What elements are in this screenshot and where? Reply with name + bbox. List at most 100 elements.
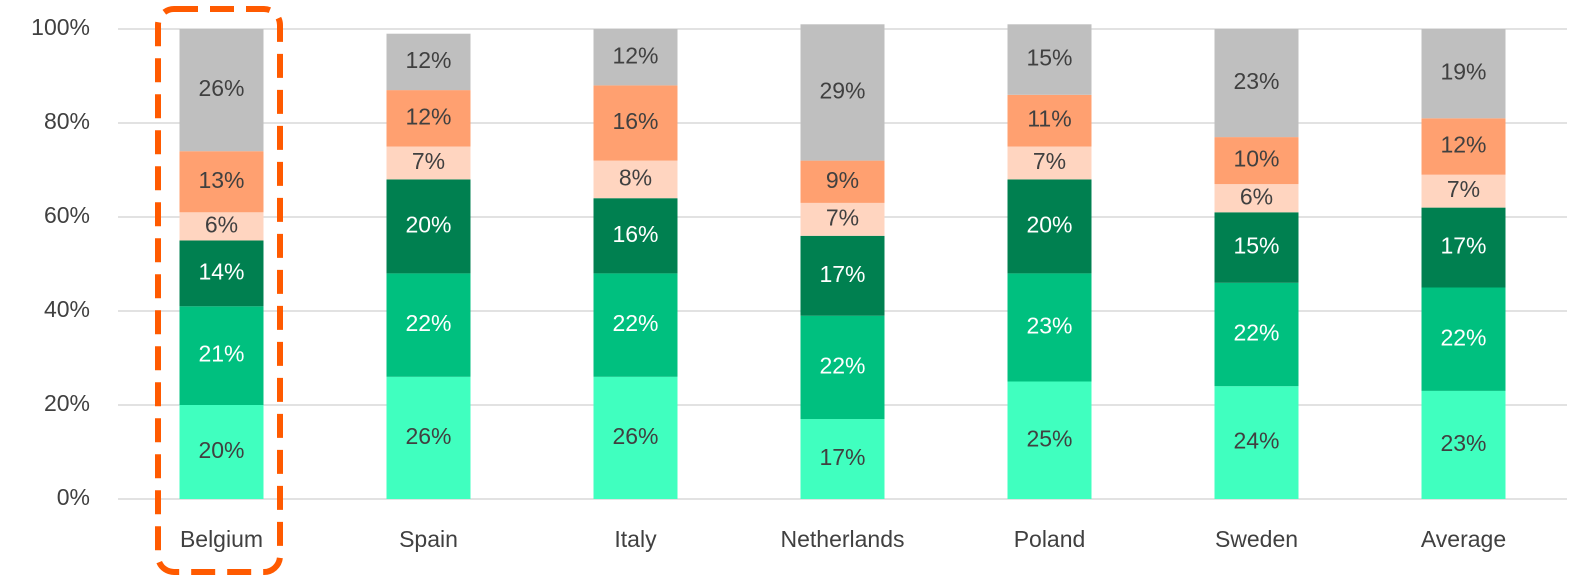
data-label: 20% <box>405 211 451 237</box>
bar-segment <box>1214 137 1299 185</box>
bar-segment <box>593 85 678 161</box>
data-label: 25% <box>1026 425 1072 451</box>
data-label: 7% <box>1033 148 1066 174</box>
data-label: 12% <box>1440 132 1486 158</box>
bar-segment <box>1007 146 1092 180</box>
data-label: 7% <box>1447 176 1480 202</box>
y-tick-label: 40% <box>44 296 90 322</box>
y-tick-label: 100% <box>31 14 90 40</box>
bar-segment <box>179 212 264 241</box>
bar-segment <box>1007 273 1092 382</box>
bar-segment <box>1421 287 1506 391</box>
data-label: 6% <box>1240 183 1273 209</box>
bar-segment <box>800 160 885 203</box>
data-label: 12% <box>405 103 451 129</box>
bar-segment <box>1007 179 1092 274</box>
y-tick-label: 0% <box>57 484 90 510</box>
data-label: 17% <box>819 261 865 287</box>
bar-segment <box>800 202 885 236</box>
bars: Belgium 20% 21% 14% 6% 13% 26% Spain 26% 22% 20% 7%… <box>179 24 1506 552</box>
data-label: 6% <box>205 211 238 237</box>
data-label: 22% <box>819 352 865 378</box>
bar-segment <box>800 24 885 161</box>
grid: 0% 20% 40% 60% 80% 100% <box>31 14 1567 510</box>
x-tick-label: Italy <box>614 526 657 552</box>
data-label: 12% <box>405 47 451 73</box>
data-label: 10% <box>1233 146 1279 172</box>
data-label: 20% <box>1026 211 1072 237</box>
bar-segment <box>1007 24 1092 95</box>
bar-segment <box>179 29 264 152</box>
data-label: 16% <box>612 221 658 247</box>
data-label: 23% <box>1026 313 1072 339</box>
data-label: 17% <box>1440 233 1486 259</box>
data-label: 14% <box>198 258 244 284</box>
data-label: 17% <box>819 444 865 470</box>
data-label: 20% <box>198 437 244 463</box>
bar-segment <box>179 240 264 307</box>
data-label: 23% <box>1440 430 1486 456</box>
bar-segment <box>179 405 264 499</box>
bar-segment <box>386 146 471 180</box>
data-label: 22% <box>1440 324 1486 350</box>
bar-segment <box>386 376 471 499</box>
x-tick-label: Poland <box>1014 526 1086 552</box>
data-label: 26% <box>198 75 244 101</box>
bar-segment <box>593 198 678 274</box>
data-label: 15% <box>1026 45 1072 71</box>
bar-segment <box>386 33 471 91</box>
bar-segment <box>593 376 678 499</box>
bar-segment <box>1421 390 1506 499</box>
data-label: 12% <box>612 42 658 68</box>
bar-segment <box>386 90 471 147</box>
bar-segment <box>593 273 678 377</box>
data-label: 16% <box>612 108 658 134</box>
bar-segment <box>1214 212 1299 283</box>
data-label: 26% <box>612 423 658 449</box>
bar-segment <box>1214 184 1299 213</box>
x-tick-label: Average <box>1421 526 1506 552</box>
data-label: 22% <box>1233 320 1279 346</box>
bar-segment <box>800 315 885 420</box>
y-tick-label: 60% <box>44 202 90 228</box>
data-label: 13% <box>198 167 244 193</box>
bar-segment <box>1007 381 1092 499</box>
highlight-box <box>155 6 283 575</box>
data-label: 8% <box>619 164 652 190</box>
data-label: 11% <box>1027 106 1071 132</box>
bar-segment <box>1421 174 1506 208</box>
y-tick-label: 20% <box>44 390 90 416</box>
bar-segment <box>386 273 471 377</box>
bar-segment <box>1214 282 1299 387</box>
data-label: 23% <box>1233 68 1279 94</box>
bar-segment <box>179 151 264 213</box>
bar-segment <box>386 179 471 274</box>
bar-segment <box>1421 118 1506 175</box>
bar-segment <box>593 29 678 86</box>
data-label: 29% <box>819 78 865 104</box>
bar-segment <box>1421 29 1506 119</box>
data-label: 19% <box>1440 59 1486 85</box>
bar-segment <box>1007 94 1092 147</box>
data-label: 9% <box>826 167 859 193</box>
x-tick-label: Belgium <box>180 526 263 552</box>
data-label: 22% <box>612 310 658 336</box>
bar-segment <box>800 235 885 316</box>
data-label: 26% <box>405 423 451 449</box>
data-label: 22% <box>405 310 451 336</box>
data-label: 7% <box>826 204 859 230</box>
bar-segment <box>1214 386 1299 499</box>
x-tick-label: Spain <box>399 526 458 552</box>
data-label: 24% <box>1233 428 1279 454</box>
bar-segment <box>1214 29 1299 138</box>
x-tick-label: Sweden <box>1215 526 1298 552</box>
bar-segment <box>593 160 678 199</box>
bar-segment <box>179 306 264 405</box>
y-tick-label: 80% <box>44 108 90 134</box>
data-label: 21% <box>198 341 244 367</box>
bar-segment <box>1421 207 1506 288</box>
bar-segment <box>800 419 885 499</box>
x-tick-label: Netherlands <box>780 526 904 552</box>
data-label: 15% <box>1233 233 1279 259</box>
